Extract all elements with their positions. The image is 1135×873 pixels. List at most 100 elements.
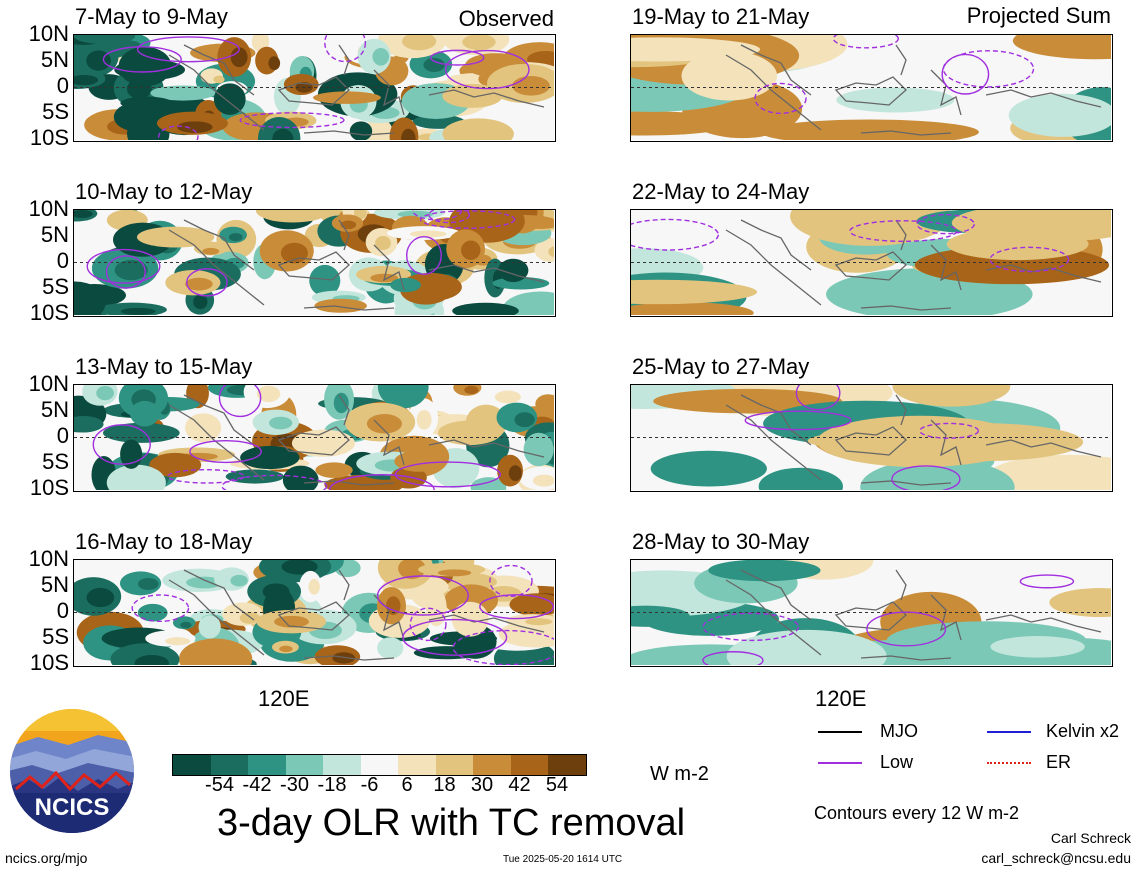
lat-label-r1-3: 5S xyxy=(42,274,69,299)
olr-anomaly-region xyxy=(86,587,115,608)
coastline xyxy=(338,394,350,426)
olr-anomaly-region xyxy=(631,279,758,305)
olr-anomaly-region xyxy=(512,76,550,96)
colorbar-swatch xyxy=(285,755,323,775)
coastline xyxy=(740,394,812,446)
coastline xyxy=(168,404,265,481)
lat-label-r0-4: 10S xyxy=(29,125,69,150)
olr-anomaly-region xyxy=(377,637,404,659)
low-contour xyxy=(452,629,554,665)
coastline xyxy=(860,130,952,136)
olr-anomaly-region xyxy=(548,246,554,258)
map-panel-r1 xyxy=(630,209,1113,317)
olr-anomaly-region xyxy=(268,56,281,71)
olr-anomaly-region xyxy=(377,385,429,409)
olr-anomaly-region xyxy=(534,238,554,262)
olr-anomaly-region xyxy=(308,578,320,595)
coastline xyxy=(930,419,962,466)
coastline xyxy=(895,219,907,251)
coastline xyxy=(303,480,395,486)
map-panel-l2 xyxy=(73,384,556,492)
coastline xyxy=(985,439,1102,458)
lat-label-r2-3: 5S xyxy=(42,449,69,474)
low-contour xyxy=(105,255,146,289)
lat-label-r3-2: 0 xyxy=(56,598,69,623)
olr-anomaly-region xyxy=(239,612,261,624)
coastline xyxy=(985,89,1102,108)
lat-label-r1-2: 0 xyxy=(56,248,69,273)
olr-anomaly-region xyxy=(946,228,1089,261)
panel-title-l2: 13-May to 15-May xyxy=(75,354,253,379)
olr-anomaly-region xyxy=(461,240,481,260)
olr-anomaly-region xyxy=(74,281,106,315)
legend-low-line xyxy=(818,762,862,764)
olr-anomaly-region xyxy=(451,601,489,637)
olr-anomaly-region xyxy=(631,605,690,627)
low-contour xyxy=(409,607,447,642)
ncics-logo: NCICS xyxy=(8,707,136,835)
low-contour xyxy=(329,474,435,490)
lat-label-r3-1: 5N xyxy=(40,572,69,597)
lat-label-r1-4: 10S xyxy=(29,300,69,325)
olr-anomaly-region xyxy=(386,596,401,616)
olr-anomaly-region xyxy=(413,646,480,660)
low-contour xyxy=(795,385,841,411)
coastline xyxy=(930,594,962,641)
olr-anomaly-region xyxy=(372,47,390,66)
low-contour xyxy=(479,594,554,620)
low-contour xyxy=(221,474,328,490)
coastline xyxy=(895,44,907,76)
low-contour xyxy=(832,35,899,49)
panel-title-r2: 25-May to 27-May xyxy=(632,354,810,379)
low-contour xyxy=(239,112,345,129)
footer-email: carl_schreck@ncsu.edu xyxy=(981,850,1131,866)
coastline xyxy=(168,229,265,306)
olr-anomaly-region xyxy=(150,85,216,101)
olr-anomaly-region xyxy=(137,578,159,590)
olr-anomaly-region xyxy=(74,74,99,86)
olr-anomaly-region xyxy=(535,394,554,414)
olr-anomaly-region xyxy=(989,454,1111,490)
map-panel-l3 xyxy=(73,559,556,667)
olr-anomaly-region xyxy=(390,466,427,489)
coastline xyxy=(277,601,350,631)
low-contour xyxy=(157,125,199,140)
coastline xyxy=(834,601,907,631)
olr-anomaly-region xyxy=(333,392,349,414)
olr-anomaly-region xyxy=(892,385,1011,407)
coastline xyxy=(428,264,545,283)
olr-anomaly-region xyxy=(508,465,522,482)
olr-anomaly-region xyxy=(198,615,221,639)
low-contour xyxy=(1019,574,1075,589)
low-contour xyxy=(919,422,980,439)
olr-anomaly-region xyxy=(470,477,507,490)
lon-label-left: 120E xyxy=(258,686,310,711)
contours-note: Contours every 12 W m-2 xyxy=(814,803,1020,823)
panel-title-l0: 7-May to 9-May xyxy=(75,4,228,29)
colorbar-swatch xyxy=(398,755,436,775)
coastline xyxy=(895,569,907,601)
coastline xyxy=(930,244,962,291)
olr-anomaly-region xyxy=(180,621,192,629)
olr-anomaly-region xyxy=(452,302,519,315)
coastline xyxy=(428,614,545,633)
coastline xyxy=(930,69,962,116)
legend-mjo-line xyxy=(818,731,862,733)
coastline xyxy=(740,219,812,271)
map-panel-l1 xyxy=(73,209,556,317)
panel-title-r1: 22-May to 24-May xyxy=(632,179,810,204)
olr-anomaly-region xyxy=(230,47,248,68)
olr-anomaly-region xyxy=(514,412,535,428)
low-contour xyxy=(754,82,807,115)
colorbar-tick-label: 6 xyxy=(401,774,413,796)
low-contour xyxy=(444,49,530,90)
olr-anomaly-region xyxy=(681,51,778,101)
olr-anomaly-region xyxy=(228,233,243,242)
colorbar-swatch xyxy=(173,755,211,775)
olr-anomaly-region xyxy=(758,467,843,490)
legend-kelvin-line xyxy=(987,731,1031,733)
observed-label: Observed xyxy=(458,6,554,31)
coastline xyxy=(183,569,255,621)
olr-anomaly-region xyxy=(120,307,156,315)
low-contour xyxy=(989,246,1070,273)
